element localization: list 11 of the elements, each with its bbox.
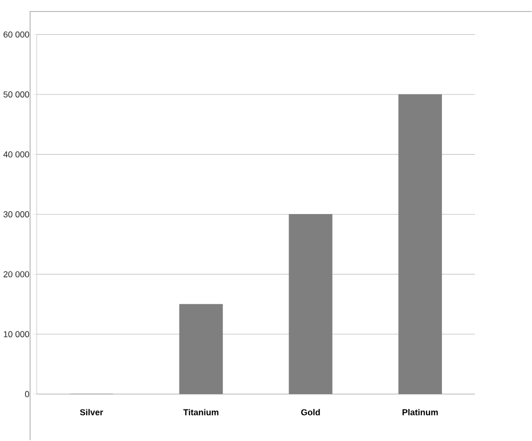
y-tick-label: 40 000 — [3, 152, 30, 158]
x-tick-label: Platinum — [402, 409, 438, 416]
x-tick-label: Silver — [80, 409, 104, 416]
y-tick-label: 0 — [25, 391, 30, 398]
y-tick-label: 50 000 — [4, 92, 30, 98]
y-tick-label: 30 000 — [4, 211, 30, 218]
y-tick-label: 10 000 — [4, 331, 30, 338]
y-tick-label: 20 000 — [4, 271, 30, 278]
y-tick-label: 60 000 — [4, 32, 30, 38]
x-tick-label: Gold — [301, 409, 320, 416]
x-tick-label: Titanium — [183, 409, 218, 416]
